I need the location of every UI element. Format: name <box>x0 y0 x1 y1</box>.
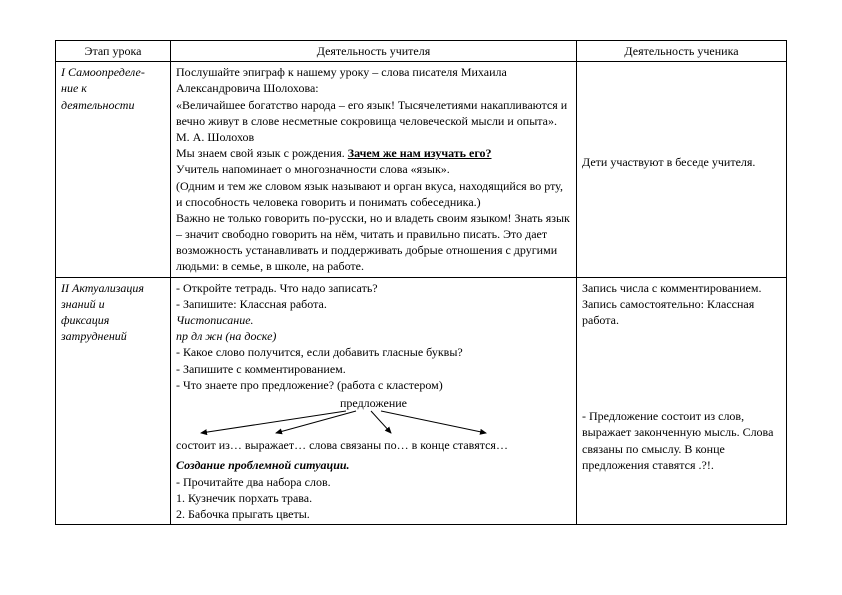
teacher-cell: - Откройте тетрадь. Что надо записать? -… <box>171 277 577 524</box>
table-row: I Самоопределе-ние кдеятельности Послуша… <box>56 62 787 277</box>
student-text: - Предложение состоит из слов, выражает … <box>582 408 781 473</box>
teacher-text: Чистописание. <box>176 312 571 328</box>
teacher-cell: Послушайте эпиграф к нашему уроку – слов… <box>171 62 577 277</box>
student-text: Запись числа с комментированием. <box>582 280 781 296</box>
teacher-text: Послушайте эпиграф к нашему уроку – слов… <box>176 64 571 96</box>
teacher-text: Мы знаем свой язык с рождения. Зачем же … <box>176 145 571 161</box>
cluster-leaves: состоит из… выражает… слова связаны по… … <box>176 437 571 453</box>
student-cell: Запись числа с комментированием. Запись … <box>577 277 787 524</box>
header-student: Деятельность ученика <box>577 41 787 62</box>
cluster-arrows <box>176 409 571 437</box>
teacher-text: Мы знаем свой язык с рождения. <box>176 146 348 160</box>
problem-heading: Создание проблемной ситуации. <box>176 457 571 473</box>
table-row: II Актуализациязнаний ификсациязатруднен… <box>56 277 787 524</box>
teacher-text: «Величайшее богатство народа – его язык!… <box>176 97 571 146</box>
teacher-text: - Запишите: Классная работа. <box>176 296 571 312</box>
header-teacher: Деятельность учителя <box>171 41 577 62</box>
teacher-text: - Откройте тетрадь. Что надо записать? <box>176 280 571 296</box>
page: Этап урока Деятельность учителя Деятельн… <box>0 0 842 565</box>
arrows-icon <box>176 409 556 437</box>
teacher-text: пр дл жн (на доске) <box>176 328 571 344</box>
teacher-text: (Одним и тем же словом язык называют и о… <box>176 178 571 210</box>
lesson-plan-table: Этап урока Деятельность учителя Деятельн… <box>55 40 787 525</box>
teacher-text: - Что знаете про предложение? (работа с … <box>176 377 571 393</box>
header-stage: Этап урока <box>56 41 171 62</box>
table-header-row: Этап урока Деятельность учителя Деятельн… <box>56 41 787 62</box>
stage-cell: I Самоопределе-ние кдеятельности <box>56 62 171 277</box>
stage-cell: II Актуализациязнаний ификсациязатруднен… <box>56 277 171 524</box>
teacher-text: 2. Бабочка прыгать цветы. <box>176 506 571 522</box>
emphasis-text: Зачем же нам изучать его? <box>348 146 492 160</box>
teacher-text: - Прочитайте два набора слов. <box>176 474 571 490</box>
teacher-text: Важно не только говорить по-русски, но и… <box>176 210 571 275</box>
teacher-text: - Какое слово получится, если добавить г… <box>176 344 571 360</box>
teacher-text: - Запишите с комментированием. <box>176 361 571 377</box>
teacher-text: 1. Кузнечик порхать трава. <box>176 490 571 506</box>
student-cell: Дети участвуют в беседе учителя. <box>577 62 787 277</box>
student-text: Запись самостоятельно: Классная работа. <box>582 296 781 328</box>
student-text: Дети участвуют в беседе учителя. <box>582 154 781 170</box>
teacher-text: Учитель напоминает о многозначности слов… <box>176 161 571 177</box>
